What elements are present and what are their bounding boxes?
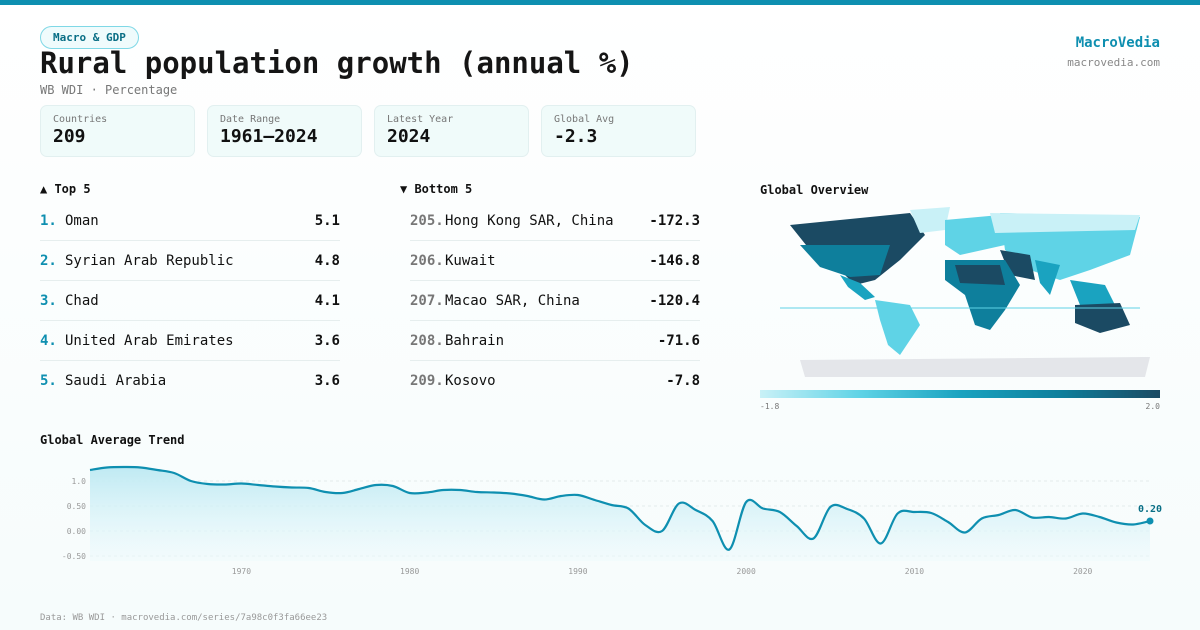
list-item[interactable]: 209. Kosovo -7.8: [410, 361, 700, 401]
x-tick-label: 2010: [905, 567, 924, 576]
map-russia: [990, 213, 1140, 233]
rank: 205.: [410, 212, 444, 229]
x-tick-label: 1970: [232, 567, 251, 576]
country-name: Hong Kong SAR, China: [445, 212, 614, 229]
x-tick-label: 2000: [737, 567, 756, 576]
list-item[interactable]: 4. United Arab Emirates 3.6: [40, 321, 340, 361]
country-value: -172.3: [649, 212, 700, 229]
bottom5-list: 205. Hong Kong SAR, China -172.3 206. Kuwait…: [410, 201, 700, 401]
list-item[interactable]: 3. Chad 4.1: [40, 281, 340, 321]
country-name: Kuwait: [445, 252, 496, 269]
trend-line: [89, 465, 1151, 551]
country-value: -120.4: [649, 292, 700, 309]
category-badge[interactable]: Macro & GDP: [40, 26, 139, 49]
stat-label: Date Range: [220, 114, 281, 125]
stat-value: 2024: [387, 126, 431, 147]
rank: 208.: [410, 332, 444, 349]
country-value: -71.6: [657, 332, 700, 349]
map-south-america: [875, 300, 920, 355]
map-usa: [800, 245, 890, 277]
y-tick-label: 1.0: [72, 477, 87, 486]
brand-url[interactable]: macrovedia.com: [1067, 56, 1160, 69]
rank: 209.: [410, 373, 444, 389]
footer-source: Data: WB WDI · macrovedia.com/series/7a9…: [40, 613, 328, 623]
top5-list: 1. Oman 5.1 2. Syrian Arab Republic 4.8 3. Chad…: [40, 201, 340, 401]
country-value: -146.8: [649, 252, 700, 269]
trend-chart: 1.0 0.50 0.00 -0.50 1970 1980 1990 2000 2010 2020…: [62, 465, 1162, 576]
country-name: Oman: [65, 212, 99, 229]
country-value: 3.6: [314, 373, 340, 389]
page-subtitle: WB WDI · Percentage: [40, 83, 178, 97]
rank: 1.: [40, 212, 57, 229]
country-value: 3.6: [314, 332, 340, 349]
country-name: Saudi Arabia: [65, 373, 167, 389]
map-antarctica: [800, 357, 1150, 377]
rank: 3.: [40, 292, 57, 309]
stat-value: -2.3: [554, 126, 598, 147]
x-tick-label: 2020: [1073, 567, 1092, 576]
stat-card: Date Range 1961–2024: [207, 105, 362, 157]
stat-value: 1961–2024: [220, 126, 318, 147]
list-item[interactable]: 207. Macao SAR, China -120.4: [410, 281, 700, 321]
stat-card: Latest Year 2024: [374, 105, 529, 157]
list-item[interactable]: 205. Hong Kong SAR, China -172.3: [410, 201, 700, 241]
chart-title: Global Average Trend: [40, 433, 185, 447]
country-name: Macao SAR, China: [445, 292, 580, 309]
bottom5-title: ▼ Bottom 5: [400, 182, 473, 196]
country-value: 5.1: [314, 212, 340, 229]
y-tick-label: 0.50: [67, 502, 86, 511]
map-central-america: [840, 275, 875, 300]
map-legend-max: 2.0: [1145, 402, 1160, 411]
x-tick-label: 1990: [568, 567, 587, 576]
page-title: Rural population growth (annual %): [40, 46, 634, 80]
rank: 206.: [410, 252, 444, 269]
list-item[interactable]: 5. Saudi Arabia 3.6: [40, 361, 340, 401]
stat-value: 209: [53, 126, 86, 147]
map-australia: [1075, 303, 1130, 333]
brand-logo[interactable]: MacroVedia: [1075, 35, 1160, 51]
map-se-asia: [1070, 280, 1115, 305]
data-point: [1146, 517, 1154, 525]
country-value: -7.8: [666, 373, 700, 389]
map-sahel: [955, 265, 1005, 285]
x-tick-label: 1980: [400, 567, 419, 576]
map-europe: [945, 215, 1005, 255]
map-middle-east: [1000, 250, 1035, 280]
y-tick-label: -0.50: [62, 552, 86, 561]
country-name: Syrian Arab Republic: [65, 252, 234, 269]
top5-title: ▲ Top 5: [40, 182, 91, 196]
stat-label: Global Avg: [554, 114, 615, 125]
country-value: 4.1: [314, 292, 340, 309]
rank: 2.: [40, 252, 57, 269]
list-item[interactable]: 206. Kuwait -146.8: [410, 241, 700, 281]
country-name: Bahrain: [445, 332, 505, 349]
map-legend-gradient: [760, 390, 1160, 398]
country-name: United Arab Emirates: [65, 332, 234, 349]
y-tick-label: 0.00: [67, 527, 86, 536]
map-greenland: [910, 207, 950, 233]
stat-card: Global Avg -2.3: [541, 105, 696, 157]
world-map[interactable]: [760, 205, 1160, 380]
stat-card: Countries 209: [40, 105, 195, 157]
list-item[interactable]: 1. Oman 5.1: [40, 201, 340, 241]
stat-label: Latest Year: [387, 114, 454, 125]
map-legend-min: -1.8: [760, 402, 780, 411]
list-item[interactable]: 208. Bahrain -71.6: [410, 321, 700, 361]
map-india: [1035, 260, 1060, 295]
list-item[interactable]: 2. Syrian Arab Republic 4.8: [40, 241, 340, 281]
rank: 5.: [40, 373, 57, 389]
top-accent-bar: [0, 0, 1200, 5]
rank: 207.: [410, 292, 444, 309]
stat-label: Countries: [53, 114, 108, 125]
map-title: Global Overview: [760, 183, 869, 197]
rank: 4.: [40, 332, 57, 349]
country-value: 4.8: [314, 252, 340, 269]
country-name: Chad: [65, 292, 99, 309]
country-name: Kosovo: [445, 373, 496, 389]
last-value-label: 0.20: [1138, 504, 1162, 515]
